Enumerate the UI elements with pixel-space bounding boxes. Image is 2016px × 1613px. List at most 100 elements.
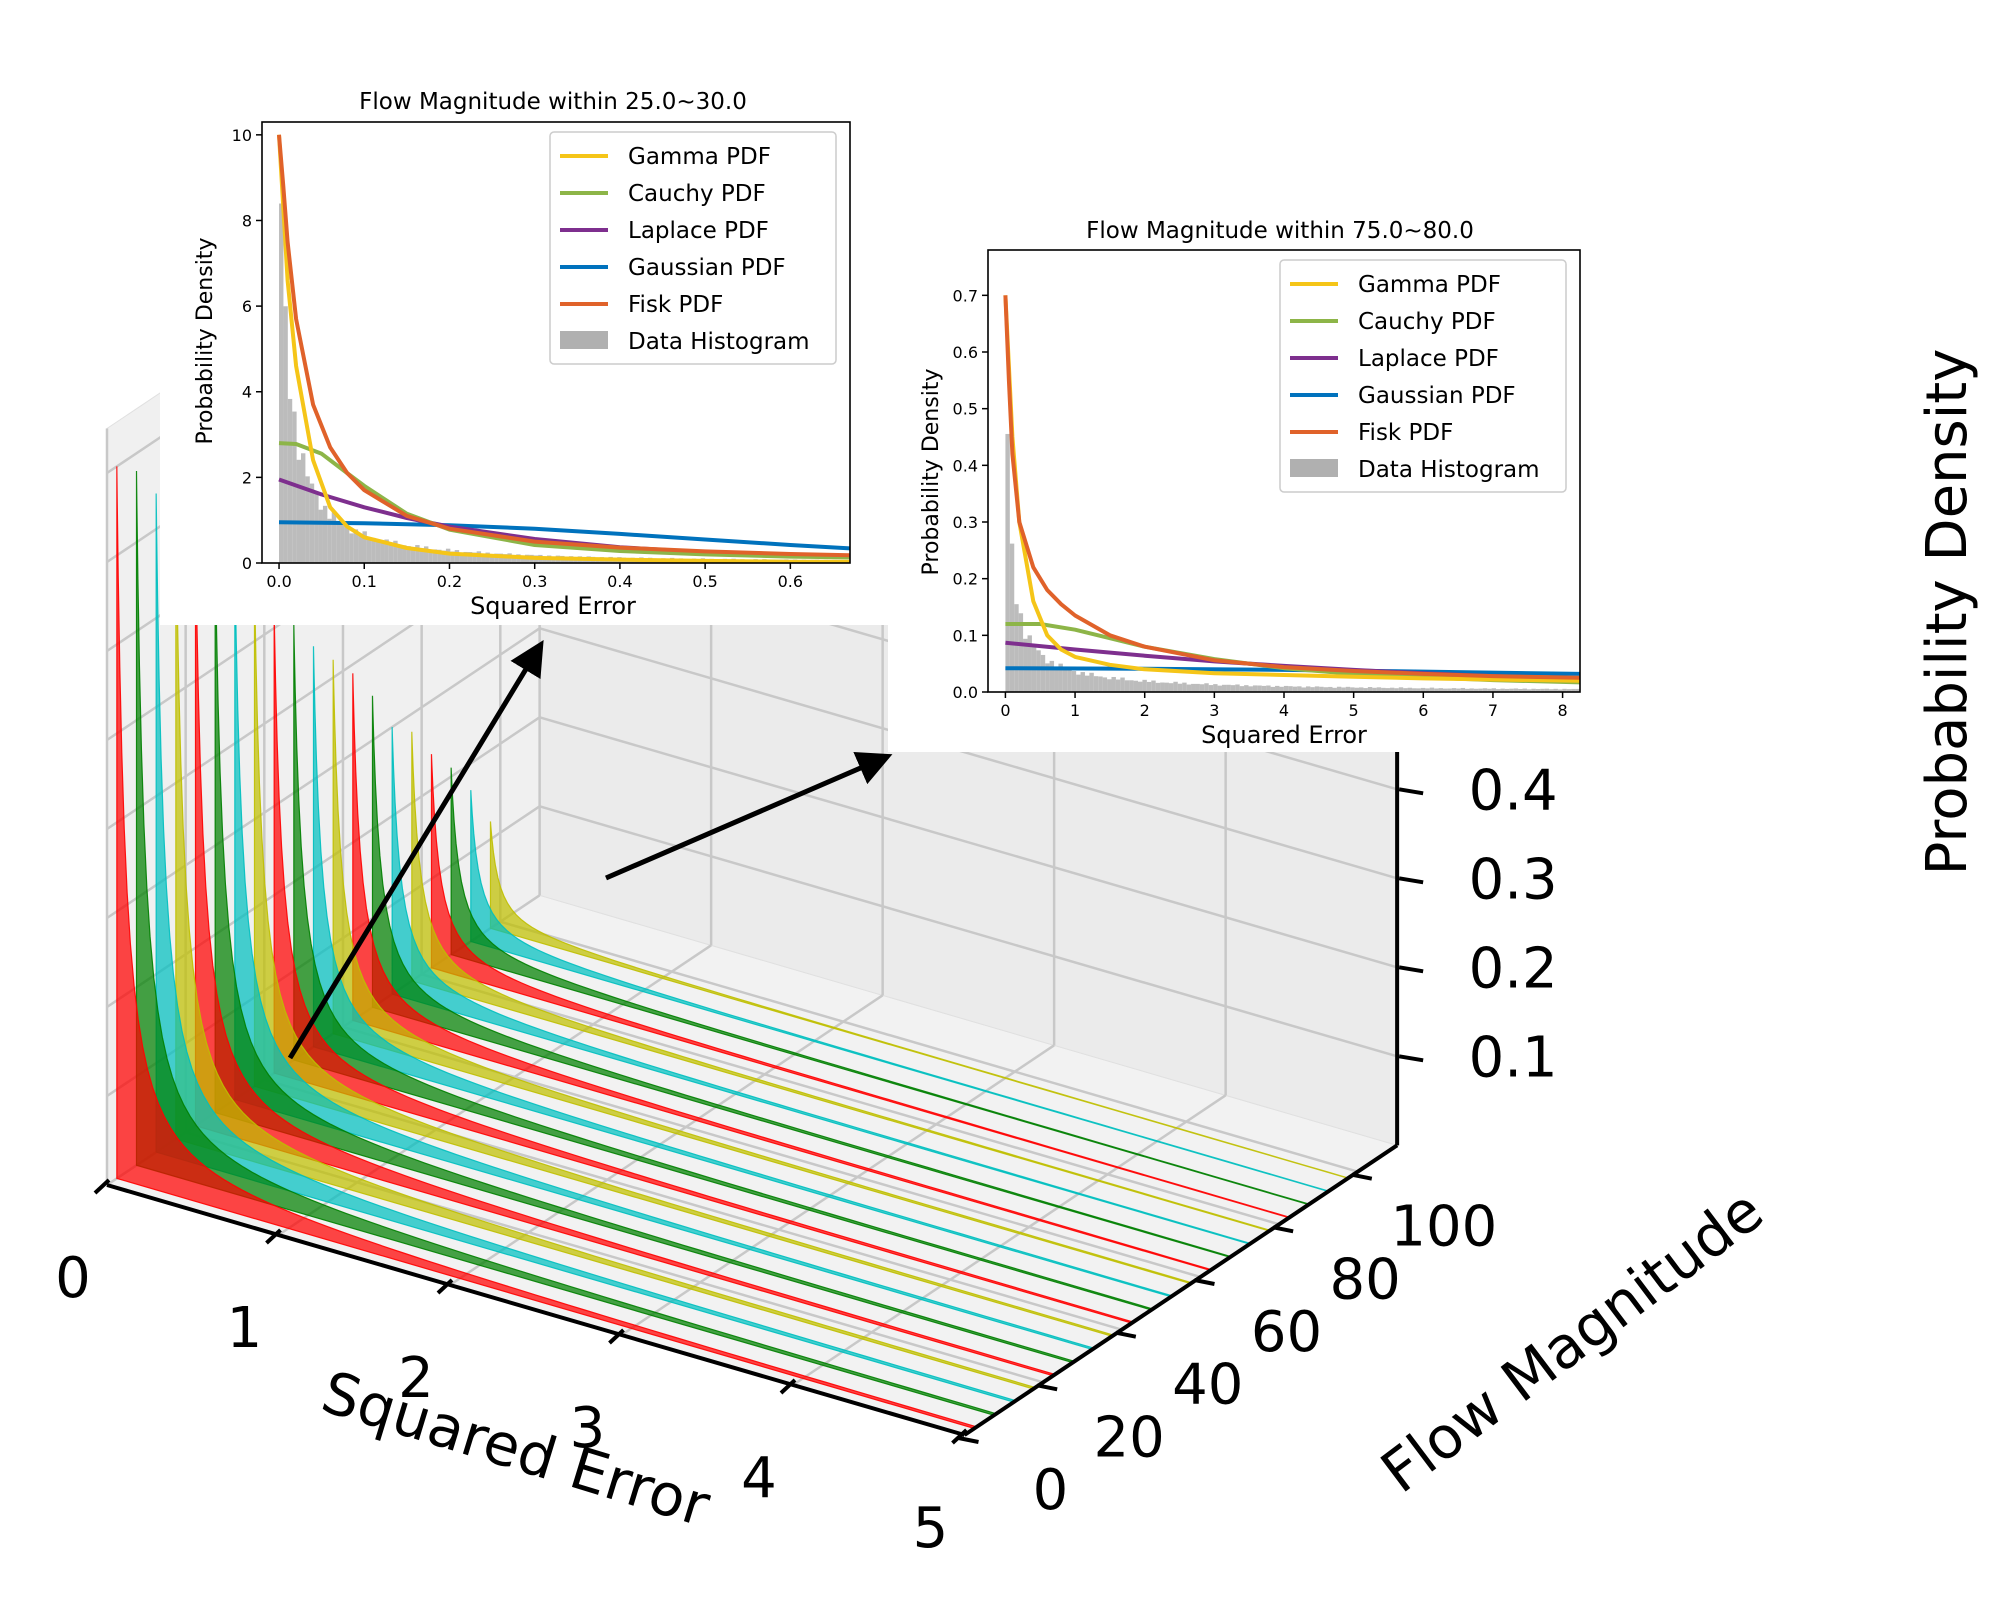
histogram-bar — [1571, 688, 1576, 692]
y-tick-label: 4 — [242, 383, 252, 402]
histogram-bar — [1292, 686, 1298, 692]
histogram-bar — [1111, 676, 1116, 692]
histogram-bar — [1412, 688, 1417, 692]
area-series — [312, 646, 1172, 1298]
z-tick-label: 0.2 — [1469, 936, 1558, 1001]
histogram-bar — [1058, 663, 1063, 692]
histogram-bar — [1557, 689, 1563, 692]
histogram-bar — [481, 553, 486, 563]
histogram-bar — [1266, 685, 1271, 692]
callout-arrow-1 — [287, 640, 544, 1060]
histogram-bar — [1385, 688, 1390, 692]
histogram-bar — [1473, 688, 1479, 692]
histogram-bar — [1416, 688, 1421, 692]
area-series — [470, 790, 1329, 1193]
y-tick-label: 40 — [1172, 1353, 1243, 1418]
histogram-bar — [437, 549, 442, 563]
histogram-bar — [336, 521, 341, 563]
x-axis-line — [106, 1183, 966, 1437]
histogram-bar — [1363, 688, 1368, 692]
grid-line — [539, 627, 1398, 880]
histogram-bar — [1067, 669, 1072, 692]
histogram — [1005, 433, 1580, 692]
histogram-bar — [1239, 686, 1245, 692]
histogram-bar — [450, 551, 455, 563]
legend-label: Laplace PDF — [1358, 346, 1499, 372]
histogram-bar — [314, 493, 319, 563]
histogram-bar — [1049, 660, 1055, 692]
histogram-bar — [511, 555, 517, 563]
y-tick-label: 0.5 — [953, 400, 978, 419]
histogram-bar — [1469, 688, 1474, 692]
series-line-fisk — [277, 134, 850, 558]
histogram-bar — [1389, 687, 1395, 692]
histogram-bar — [1213, 684, 1218, 692]
z-tick-label: 0.3 — [1469, 847, 1558, 912]
legend-label: Laplace PDF — [628, 218, 769, 244]
area-series — [430, 754, 1290, 1219]
area-series — [116, 466, 975, 1430]
histogram-bar — [1235, 684, 1240, 692]
inset-y-label: Probability Density — [193, 238, 218, 445]
histogram-bar — [1310, 687, 1315, 692]
legend-label: Fisk PDF — [1358, 420, 1453, 446]
histogram-bar — [1164, 682, 1169, 692]
histogram-bar — [1354, 687, 1360, 692]
histogram-bar — [1186, 684, 1192, 692]
histogram-bar — [428, 549, 433, 563]
x-tick-label: 5 — [1349, 701, 1359, 720]
x-tick — [779, 1378, 797, 1395]
x-tick-label: 0.6 — [778, 572, 803, 591]
x-tick-label: 2 — [1140, 701, 1150, 720]
y-tick-label: 20 — [1094, 1405, 1165, 1470]
histogram-bar — [1102, 677, 1108, 692]
histogram-bar — [1407, 687, 1413, 692]
area-series — [411, 731, 1270, 1232]
histogram-bar — [1438, 688, 1443, 692]
inset-title: Flow Magnitude within 25.0~30.0 — [359, 89, 747, 115]
y-tick-label: 6 — [242, 297, 252, 316]
callout-arrow-2 — [605, 752, 893, 881]
histogram-bar — [1394, 688, 1399, 692]
histogram-bar — [1535, 689, 1541, 692]
histogram-bar — [1465, 688, 1470, 692]
histogram-bar — [340, 523, 345, 563]
histogram-bar — [1350, 687, 1355, 692]
histogram-bar — [1036, 650, 1041, 692]
histogram-bar — [1460, 687, 1466, 692]
histogram-bar — [397, 545, 403, 563]
histogram-bar — [1540, 688, 1545, 692]
histogram-bar — [344, 526, 350, 563]
histogram-bar — [1257, 685, 1262, 692]
histogram-bar — [1526, 689, 1532, 692]
inset-chart-flow-75-80: Flow Magnitude within 75.0~80.0 0 1 2 3 4 5 6 7… — [888, 218, 1653, 752]
x-axis-label: Squared Error — [314, 1358, 717, 1540]
histogram-bar — [1191, 683, 1196, 692]
x-tick-label: 0.3 — [522, 572, 547, 591]
area-series — [352, 673, 1211, 1272]
histogram-bar — [1425, 688, 1430, 692]
histogram-bar — [1009, 543, 1015, 692]
histogram-bar — [1199, 684, 1205, 692]
histogram-bar — [1275, 685, 1280, 692]
y-tick — [958, 1436, 979, 1444]
histogram-bar — [1319, 686, 1324, 692]
histogram-bar — [1482, 688, 1488, 692]
x-tick-label: 7 — [1488, 701, 1498, 720]
histogram-bar — [1252, 685, 1258, 692]
histogram-bar — [1107, 679, 1112, 692]
x-tick-label: 0.1 — [352, 572, 377, 591]
histogram-bar — [1226, 684, 1231, 692]
histogram-bar — [318, 509, 323, 563]
grid-line — [539, 805, 1398, 1058]
histogram-bar — [1089, 672, 1094, 692]
histogram-bar — [1504, 688, 1510, 692]
histogram-bar — [1155, 682, 1161, 692]
histogram-bar — [445, 548, 451, 563]
histogram-bar — [1336, 686, 1342, 692]
histogram-bar — [1283, 685, 1289, 692]
histogram-bar — [1442, 688, 1448, 692]
area-series — [293, 623, 1152, 1311]
x-tick-label: 6 — [1418, 701, 1428, 720]
z-tick — [1398, 965, 1424, 974]
